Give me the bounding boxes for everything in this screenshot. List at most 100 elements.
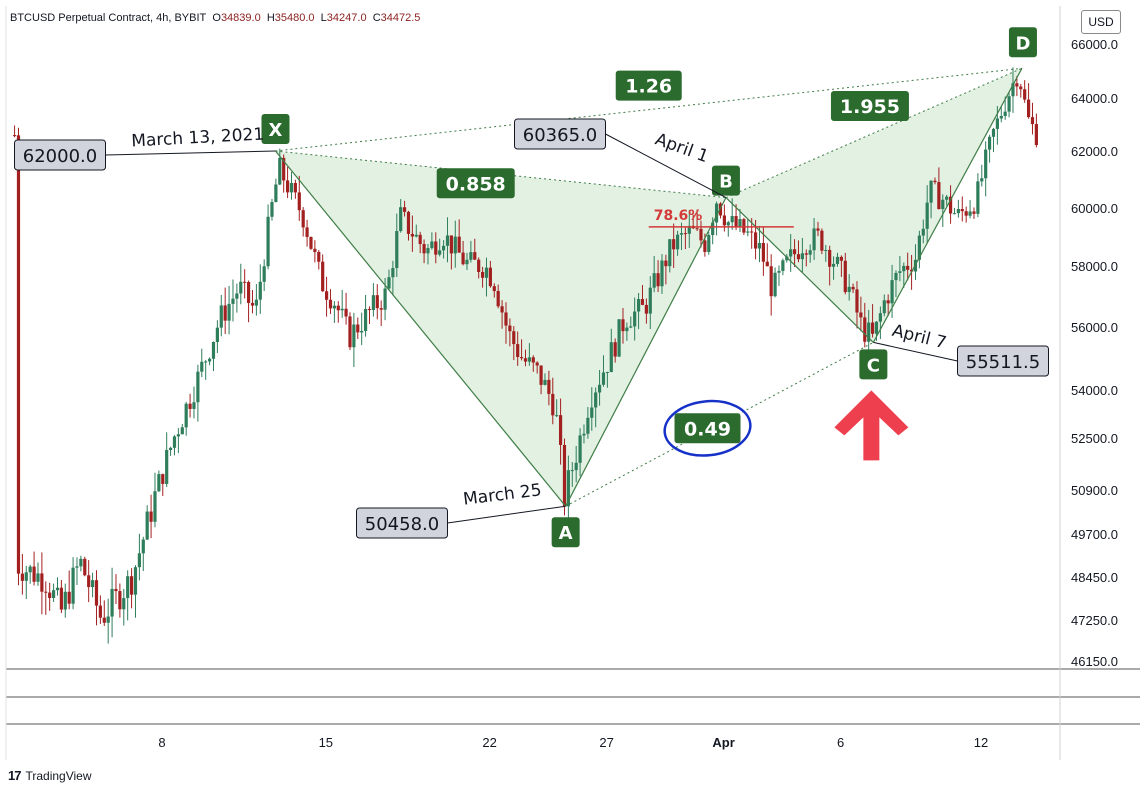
callout-value-c: 55511.5: [966, 352, 1040, 373]
candle-body: [570, 470, 574, 472]
candle-body: [867, 322, 871, 342]
candle-body: [16, 135, 21, 574]
point-x-letter: X: [269, 120, 283, 141]
date-label-b: April 1: [652, 129, 711, 167]
candle-body: [816, 228, 820, 231]
candle-body: [258, 281, 262, 300]
candle-body: [348, 316, 352, 348]
candle-body: [363, 308, 368, 331]
candle-body: [418, 234, 422, 245]
candle-body: [976, 181, 980, 214]
candle-body: [469, 252, 473, 260]
candle-body: [1015, 83, 1019, 87]
pattern-fill-bcd: [725, 68, 1022, 343]
candle-body: [512, 331, 516, 345]
candle-body: [761, 242, 765, 262]
candle-body: [750, 231, 754, 233]
candle-body: [375, 295, 379, 309]
ratio-box-bd: [830, 90, 909, 121]
candle-body: [800, 253, 804, 260]
candle-body: [87, 575, 91, 588]
candle-body: [633, 311, 637, 327]
candle-body: [664, 260, 668, 267]
candle-body: [707, 235, 711, 252]
candle-body: [839, 256, 843, 261]
candle-body: [289, 182, 294, 193]
candle-body: [902, 265, 906, 272]
candle-body: [718, 203, 723, 216]
candle-body: [668, 239, 672, 267]
candle-body: [129, 576, 134, 595]
candle-body: [243, 281, 247, 283]
candle-body: [340, 308, 344, 311]
candle-body: [141, 539, 145, 554]
pattern-leg-cd: [872, 68, 1023, 343]
candle-body: [106, 616, 110, 623]
candle-body: [882, 300, 886, 314]
candle-body: [410, 233, 414, 237]
candle-body: [574, 462, 578, 471]
candle-body: [63, 591, 67, 610]
candle-body: [215, 327, 219, 343]
high-label: H: [266, 12, 275, 24]
candle-body: [445, 235, 450, 246]
currency-button[interactable]: USD: [1081, 10, 1121, 34]
candle-body: [894, 272, 898, 281]
candle-body: [543, 379, 547, 385]
candle-body: [987, 136, 992, 150]
annotation-circle: [663, 399, 752, 457]
candle-body: [792, 249, 797, 255]
candle-body: [367, 308, 372, 311]
pattern-fill-xab: [275, 151, 726, 507]
candle-body: [1030, 117, 1035, 125]
open-label: O: [212, 12, 221, 24]
candle-body: [449, 235, 453, 254]
candle-body: [477, 259, 481, 272]
candle-body: [539, 365, 543, 385]
candle-body: [941, 199, 945, 210]
date-label-c: April 7: [890, 321, 948, 354]
ratio-box-xb: [436, 168, 515, 199]
candle-body: [285, 180, 290, 193]
candle-body: [621, 319, 625, 332]
candle-body: [906, 265, 910, 270]
candle-body: [434, 241, 438, 255]
point-a-box: [551, 517, 580, 548]
callout-box-c: [957, 345, 1049, 377]
candle-body: [851, 286, 855, 290]
candle-body: [278, 157, 282, 185]
candle-body: [360, 330, 364, 333]
candle-body: [972, 211, 976, 214]
point-d-box: [1008, 27, 1037, 58]
callout-leader-x: [105, 150, 276, 156]
candle-body: [968, 211, 972, 216]
y-tick-label: 46150.0: [1071, 654, 1118, 669]
candle-body: [172, 436, 177, 448]
candle-body: [984, 149, 988, 179]
candle-body: [395, 231, 399, 269]
candle-body: [430, 241, 434, 249]
candle-body: [847, 286, 851, 293]
tradingview-branding[interactable]: 17 TradingView: [8, 768, 92, 783]
candle-body: [945, 196, 949, 200]
candle-body: [305, 227, 309, 237]
candle-body: [765, 261, 769, 267]
date-label-a: March 25: [462, 480, 543, 509]
x-tick-label: 22: [482, 735, 496, 750]
callout-leader-c: [873, 341, 958, 362]
candle-body: [547, 379, 551, 394]
candle-body: [473, 252, 477, 260]
candle-body: [122, 598, 126, 610]
candle-body: [204, 361, 208, 363]
candle-body: [98, 605, 102, 618]
candle-body: [32, 566, 36, 582]
candle-body: [207, 358, 212, 362]
ratio-value-ac: 0.49: [684, 418, 731, 440]
candle-body: [137, 553, 141, 568]
candle-body: [1011, 83, 1015, 97]
candle-body: [504, 312, 508, 326]
candle-body: [753, 232, 758, 249]
candle-body: [777, 270, 781, 273]
y-tick-label: 50900.0: [1071, 483, 1118, 498]
